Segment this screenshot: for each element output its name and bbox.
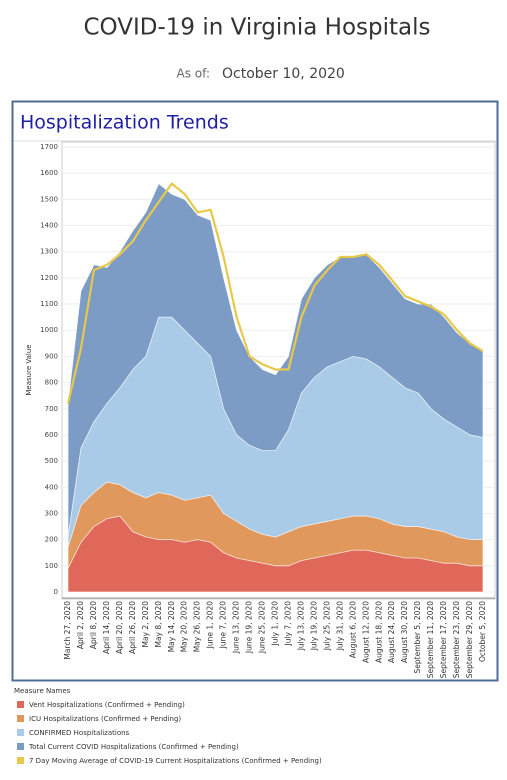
- x-tick-label: May 26, 2020: [193, 601, 202, 653]
- x-tick-label: April 2, 2020: [76, 601, 85, 649]
- legend-label: CONFIRMED Hospitalizations: [29, 729, 130, 737]
- y-tick-label: 1100: [40, 300, 58, 308]
- y-tick-label: 800: [45, 379, 58, 387]
- line: [66, 182, 484, 404]
- y-axis-title: Measure Value: [25, 344, 33, 395]
- x-tick-label: April 20, 2020: [115, 601, 124, 654]
- x-tick-label: May 20, 2020: [180, 601, 189, 653]
- chart-title: Hospitalization Trends: [20, 112, 229, 134]
- x-tick-label: July 25, 2020: [322, 601, 331, 651]
- y-tick-label: 1400: [40, 222, 58, 230]
- x-tick-label: May 8, 2020: [154, 601, 163, 648]
- panel-border: [11, 100, 499, 682]
- x-tick-label: April 8, 2020: [89, 601, 98, 649]
- legend-label: Vent Hospitalizations (Confirmed + Pendi…: [29, 701, 185, 709]
- y-tick-label: 500: [45, 457, 58, 465]
- x-tick-label: April 14, 2020: [102, 601, 111, 654]
- y-tick-label: 300: [45, 509, 58, 517]
- legend-swatch: [17, 729, 24, 736]
- page-title: COVID-19 in Virginia Hospitals: [84, 15, 431, 41]
- legend-swatch: [17, 757, 24, 764]
- y-tick-label: 1600: [40, 169, 58, 177]
- x-tick-label: August 6, 2020: [348, 601, 357, 658]
- legend-swatch: [17, 715, 24, 722]
- x-tick-label: September 23, 2020: [452, 601, 461, 678]
- legend-title: Measure Names: [14, 687, 71, 695]
- y-tick-label: 1500: [40, 195, 58, 203]
- x-tick-label: September 29, 2020: [465, 601, 474, 678]
- y-tick-label: 200: [45, 536, 58, 544]
- y-tick-label: 400: [45, 483, 58, 491]
- x-tick-label: June 7, 2020: [219, 601, 228, 650]
- y-tick-label: 0: [54, 588, 58, 596]
- legend-label: Total Current COVID Hospitalizations (Co…: [28, 743, 239, 751]
- legend-swatch: [17, 743, 24, 750]
- x-tick-label: July 31, 2020: [335, 601, 344, 651]
- x-tick-label: September 5, 2020: [413, 601, 422, 674]
- y-tick-label: 1000: [40, 326, 58, 334]
- legend-label: ICU Hospitalizations (Confirmed + Pendin…: [29, 715, 181, 723]
- x-tick-label: July 1, 2020: [271, 601, 280, 647]
- as-of-label: As of:: [177, 67, 210, 81]
- x-tick-label: July 7, 2020: [283, 601, 292, 647]
- x-tick-label: August 30, 2020: [400, 601, 409, 663]
- x-tick-label: August 12, 2020: [361, 601, 370, 663]
- x-tick-label: March 27, 2020: [63, 601, 72, 660]
- as-of-date: October 10, 2020: [222, 66, 345, 82]
- x-tick-label: September 17, 2020: [439, 601, 448, 678]
- x-tick-label: September 11, 2020: [426, 601, 435, 678]
- x-tick-label: July 19, 2020: [309, 601, 318, 651]
- y-tick-label: 1700: [40, 143, 58, 151]
- legend-swatch: [17, 701, 24, 708]
- y-tick-label: 1300: [40, 248, 58, 256]
- x-tick-label: June 19, 2020: [245, 601, 254, 654]
- x-tick-label: October 5, 2020: [478, 601, 487, 662]
- x-tick-label: June 13, 2020: [232, 601, 241, 654]
- x-tick-label: June 25, 2020: [258, 601, 267, 654]
- y-tick-label: 100: [45, 562, 58, 570]
- x-tick-label: June 1, 2020: [206, 601, 215, 650]
- x-tick-label: August 18, 2020: [374, 601, 383, 663]
- x-tick-label: July 13, 2020: [296, 601, 305, 651]
- legend-label: 7 Day Moving Average of COVID-19 Current…: [29, 757, 322, 765]
- y-tick-label: 600: [45, 431, 58, 439]
- area: [67, 515, 484, 593]
- x-tick-label: April 26, 2020: [128, 601, 137, 654]
- x-tick-label: August 24, 2020: [387, 601, 396, 663]
- y-tick-label: 1200: [40, 274, 58, 282]
- x-tick-label: May 14, 2020: [167, 601, 176, 653]
- x-tick-label: May 2, 2020: [141, 601, 150, 648]
- y-tick-label: 700: [45, 405, 58, 413]
- y-tick-label: 900: [45, 352, 58, 360]
